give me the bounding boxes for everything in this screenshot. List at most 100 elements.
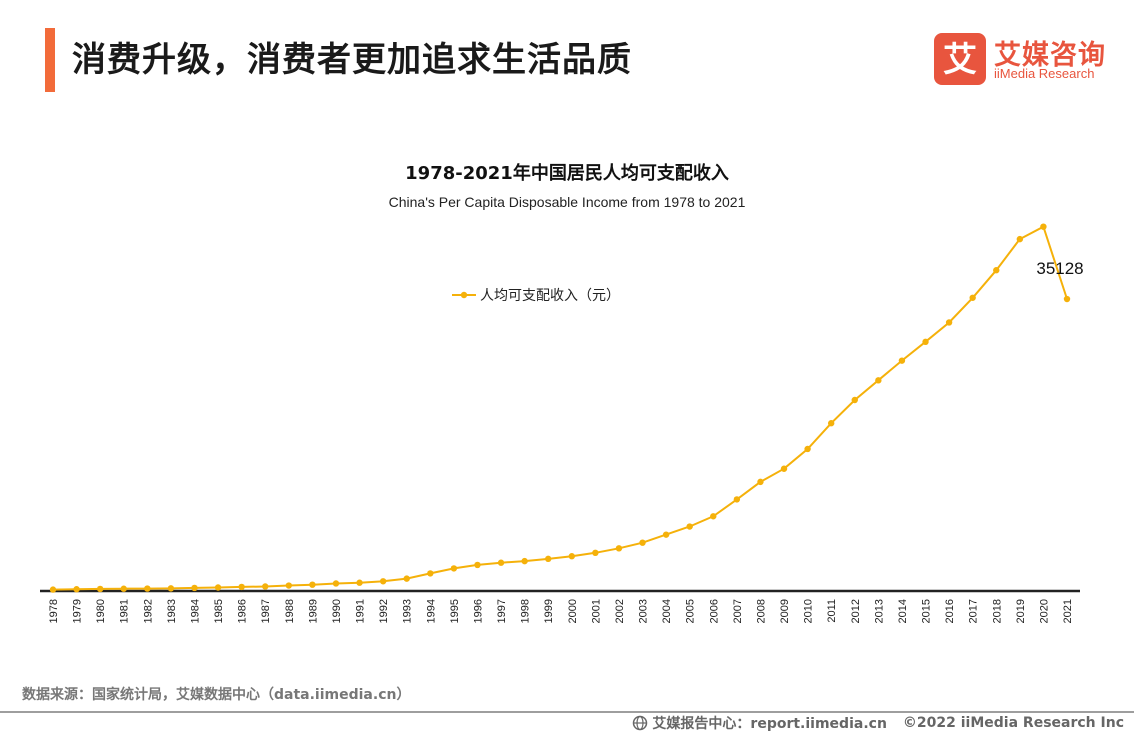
x-tick-label: 2002 xyxy=(614,599,626,623)
x-tick-label: 1989 xyxy=(307,599,319,623)
x-tick-label: 2015 xyxy=(921,599,933,623)
x-tick-label: 2001 xyxy=(590,599,602,623)
svg-text:艾: 艾 xyxy=(943,40,977,80)
x-tick-label: 2014 xyxy=(897,599,909,623)
x-tick-label: 2003 xyxy=(638,599,650,623)
data-label: 35128 xyxy=(1036,259,1083,278)
x-tick-label: 2007 xyxy=(732,599,744,623)
logo-mark-icon: 艾 xyxy=(934,33,986,85)
x-tick-label: 1993 xyxy=(402,599,414,623)
data-point xyxy=(167,585,175,592)
x-tick-label: 2013 xyxy=(873,599,885,623)
x-tick-label: 2019 xyxy=(1015,599,1027,623)
logo-name-cn: 艾媒咨询 xyxy=(994,40,1106,71)
data-point xyxy=(827,420,835,427)
data-point xyxy=(309,581,316,588)
page-title: 消费升级，消费者更加追求生活品质 xyxy=(72,40,632,80)
data-point xyxy=(662,531,670,538)
data-point xyxy=(191,584,198,592)
data-point xyxy=(144,585,151,592)
x-tick-label: 1980 xyxy=(95,599,107,623)
x-tick-label: 2018 xyxy=(991,599,1003,623)
title-accent-bar xyxy=(45,28,55,92)
data-point xyxy=(686,523,693,530)
data-point xyxy=(804,445,811,453)
x-tick-label: 2011 xyxy=(826,599,838,623)
x-tick-label: 1999 xyxy=(543,599,555,623)
data-point xyxy=(96,585,104,593)
x-tick-label: 1981 xyxy=(119,599,131,623)
data-point xyxy=(285,582,293,589)
data-point xyxy=(1040,223,1047,230)
data-point xyxy=(592,549,599,557)
data-point xyxy=(332,580,340,587)
x-tick-label: 1982 xyxy=(142,599,154,623)
data-point xyxy=(450,565,458,572)
data-point xyxy=(568,553,575,560)
data-point xyxy=(733,496,741,503)
logo-name-en: iiMedia Research xyxy=(994,66,1095,81)
data-point xyxy=(238,583,245,591)
income-line-chart: 1978 1979 1980 1981 1982 1983 1984 1985 1986 1987… xyxy=(40,223,1084,623)
x-tick-label: 1979 xyxy=(72,599,84,623)
x-tick-label: 2009 xyxy=(779,599,791,623)
data-point xyxy=(922,338,929,346)
data-point xyxy=(214,584,222,591)
x-tick-label: 2008 xyxy=(755,599,767,623)
x-tick-label: 1996 xyxy=(472,599,484,623)
data-point xyxy=(545,555,552,563)
footer-divider xyxy=(0,711,1134,713)
x-tick-label: 1984 xyxy=(189,599,201,623)
data-point xyxy=(427,570,434,577)
data-point xyxy=(875,377,882,384)
data-point xyxy=(615,545,623,552)
x-tick-label: 2005 xyxy=(685,599,697,623)
x-tick-label: 1995 xyxy=(449,599,461,623)
data-point xyxy=(757,478,764,486)
x-tick-label: 2010 xyxy=(803,599,815,623)
series-line xyxy=(52,225,1068,591)
x-tick-label: 2004 xyxy=(661,599,673,623)
x-tick-label: 1991 xyxy=(355,599,367,623)
x-tick-label: 1990 xyxy=(331,599,343,623)
footer-bar: 艾媒报告中心：report.iimedia.cn ©2022 iiMedia R… xyxy=(632,713,1124,733)
data-point xyxy=(356,579,363,586)
data-point xyxy=(262,583,269,590)
report-center-link[interactable]: 艾媒报告中心：report.iimedia.cn xyxy=(652,716,887,732)
data-source: 数据来源：国家统计局，艾媒数据中心（data.iimedia.cn） xyxy=(22,687,411,703)
x-tick-label: 2000 xyxy=(567,599,579,623)
data-point xyxy=(780,465,788,472)
x-tick-label: 2020 xyxy=(1038,599,1050,623)
data-point xyxy=(851,396,858,404)
data-point xyxy=(49,586,57,593)
chart-subtitle: China's Per Capita Disposable Income fro… xyxy=(388,194,746,210)
data-point xyxy=(945,319,953,326)
x-tick-label: 1998 xyxy=(520,599,532,623)
data-point xyxy=(474,561,481,569)
copyright: ©2022 iiMedia Research Inc xyxy=(902,715,1124,731)
legend-swatch-marker xyxy=(460,291,468,299)
x-tick-label: 1992 xyxy=(378,599,390,623)
x-tick-label: 1986 xyxy=(237,599,249,623)
x-tick-label: 1985 xyxy=(213,599,225,623)
data-point xyxy=(639,539,646,546)
data-point xyxy=(379,578,387,585)
x-tick-label: 1978 xyxy=(48,599,60,623)
x-tick-label: 2017 xyxy=(968,599,980,623)
data-point xyxy=(73,586,80,593)
x-tick-label: 1997 xyxy=(496,599,508,623)
data-point xyxy=(120,585,127,592)
data-point xyxy=(403,575,410,582)
legend-label: 人均可支配收入（元） xyxy=(480,288,620,304)
data-point xyxy=(1016,235,1024,243)
x-tick-label: 2012 xyxy=(850,599,862,623)
data-point xyxy=(969,294,976,301)
x-tick-label: 2021 xyxy=(1062,599,1074,623)
x-tick-label: 2006 xyxy=(708,599,720,623)
x-tick-label: 1987 xyxy=(260,599,272,623)
data-point xyxy=(1063,295,1071,303)
data-point xyxy=(521,557,528,565)
data-point xyxy=(993,267,1000,274)
data-point xyxy=(497,559,505,566)
x-tick-label: 1988 xyxy=(284,599,296,623)
